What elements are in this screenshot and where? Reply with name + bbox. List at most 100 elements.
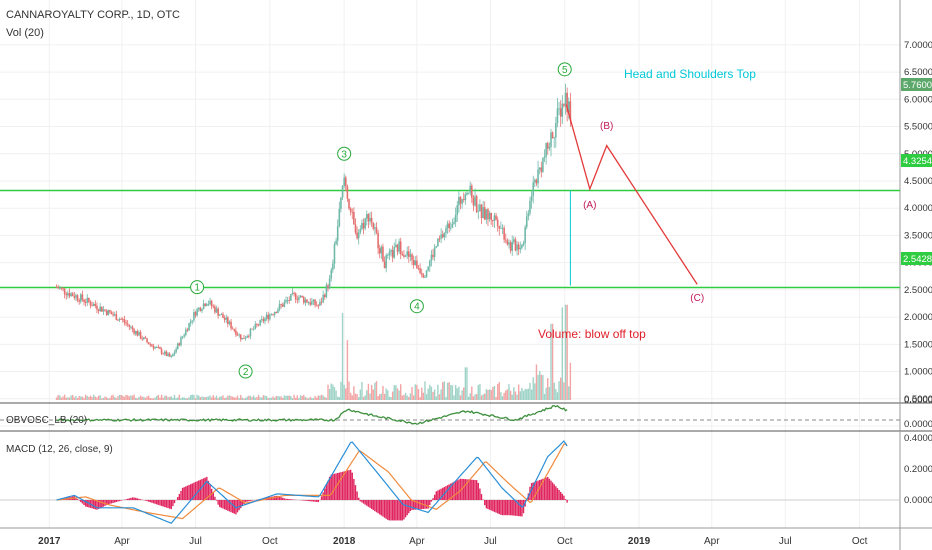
macd-hist-bar	[388, 500, 391, 521]
candle-body	[504, 239, 507, 241]
volume-bar	[88, 397, 90, 400]
volume-bar	[466, 367, 468, 400]
volume-bar	[191, 394, 193, 400]
candle-body	[469, 185, 471, 193]
macd-hist-bar	[492, 500, 494, 512]
candle-body	[385, 255, 387, 269]
macd-hist-bar	[185, 486, 187, 500]
candle-body	[188, 323, 190, 331]
volume-bar	[387, 390, 389, 400]
macd-hist-bar	[278, 496, 281, 500]
volume-bar	[275, 396, 278, 400]
volume-bar	[454, 385, 457, 400]
x-tick-label: Apr	[409, 536, 425, 547]
horizontal-levels[interactable]	[0, 189, 900, 289]
macd-hist-bar	[109, 500, 111, 504]
volume-bar	[183, 397, 185, 400]
volume-bar	[564, 304, 567, 400]
wave-circle	[238, 364, 253, 379]
volume-bar	[442, 382, 444, 400]
macd-hist-bar	[285, 498, 287, 500]
volume-bar	[475, 394, 478, 400]
candle-body	[301, 295, 303, 298]
macd-hist-bar	[488, 500, 491, 510]
candle-body	[212, 306, 215, 307]
volume-bar	[299, 395, 302, 400]
volume-bar	[566, 304, 568, 400]
volume-bar	[265, 396, 268, 400]
volume-bar	[388, 396, 391, 400]
macd-hist-bar	[277, 495, 279, 500]
volume-bar	[78, 395, 80, 400]
volume-bar	[123, 396, 126, 400]
macd-hist-bar	[84, 500, 87, 507]
volume-bar	[65, 397, 67, 400]
candle-body	[346, 186, 349, 199]
macd-hist-bar	[361, 500, 363, 503]
volume-bar	[474, 394, 476, 400]
macd-hist-bar	[177, 497, 179, 500]
macd-hist-bar	[403, 500, 405, 520]
volume-bar	[332, 384, 334, 400]
candle-body	[490, 213, 493, 220]
candle-body	[553, 137, 556, 139]
volume-bar	[278, 396, 281, 400]
candle-body	[399, 241, 402, 255]
candle-body	[215, 308, 218, 313]
macd-hist-bar	[556, 488, 559, 500]
candle-body	[364, 218, 366, 229]
candle-body	[252, 328, 255, 330]
volume-bar	[337, 396, 339, 400]
volume-bar	[440, 389, 442, 400]
macd-hist-bar	[201, 479, 203, 500]
candle-body	[151, 344, 153, 346]
volume-bar	[280, 396, 282, 400]
volume-bar	[561, 307, 563, 400]
macd-hist-bar	[202, 478, 205, 500]
macd-hist-bar	[435, 491, 437, 500]
volume-bar	[290, 395, 292, 400]
candle-body	[70, 293, 72, 297]
volume-bar	[159, 397, 161, 400]
abc-projection[interactable]	[565, 104, 698, 286]
macd-hist-bar	[327, 480, 329, 500]
current-price-text: 5.7600	[903, 80, 932, 91]
candle-body	[107, 310, 110, 315]
volume-bar	[484, 393, 486, 400]
candle-body	[294, 293, 297, 300]
obv-line	[56, 405, 568, 425]
x-tick-label: Oct	[852, 536, 868, 547]
candle-body	[341, 185, 344, 198]
candle-body	[396, 244, 399, 252]
volume-bar	[555, 389, 557, 400]
volume-bar	[306, 397, 308, 400]
wave-label: 2	[243, 367, 249, 378]
candle-body	[543, 156, 546, 159]
macd-hist-bar	[183, 487, 185, 500]
candle-body	[390, 250, 392, 252]
candle-body	[479, 204, 481, 212]
macd-hist-bar	[96, 500, 98, 510]
volume-bar	[294, 397, 297, 400]
candle-body	[404, 255, 407, 257]
volume-bar	[55, 397, 58, 400]
candle-body	[256, 324, 258, 325]
candle-body	[79, 294, 82, 302]
candle-body	[191, 320, 194, 322]
correction-label: (A)	[583, 200, 596, 211]
candle-body	[230, 321, 232, 329]
macd-hist-bar	[532, 482, 534, 500]
macd-hist-bar	[535, 481, 538, 500]
candle-body	[273, 311, 276, 315]
volume-bar	[461, 390, 463, 400]
volume-bar	[351, 395, 353, 400]
candle-body	[559, 108, 562, 117]
candle-body	[60, 287, 63, 289]
macd-hist-bar	[459, 478, 462, 500]
candle-body	[406, 251, 408, 256]
candle-body	[487, 209, 489, 220]
candle-body	[100, 306, 103, 312]
volume-bar	[282, 397, 284, 400]
macd-hist-bar	[521, 500, 523, 517]
candle-body	[548, 146, 551, 149]
